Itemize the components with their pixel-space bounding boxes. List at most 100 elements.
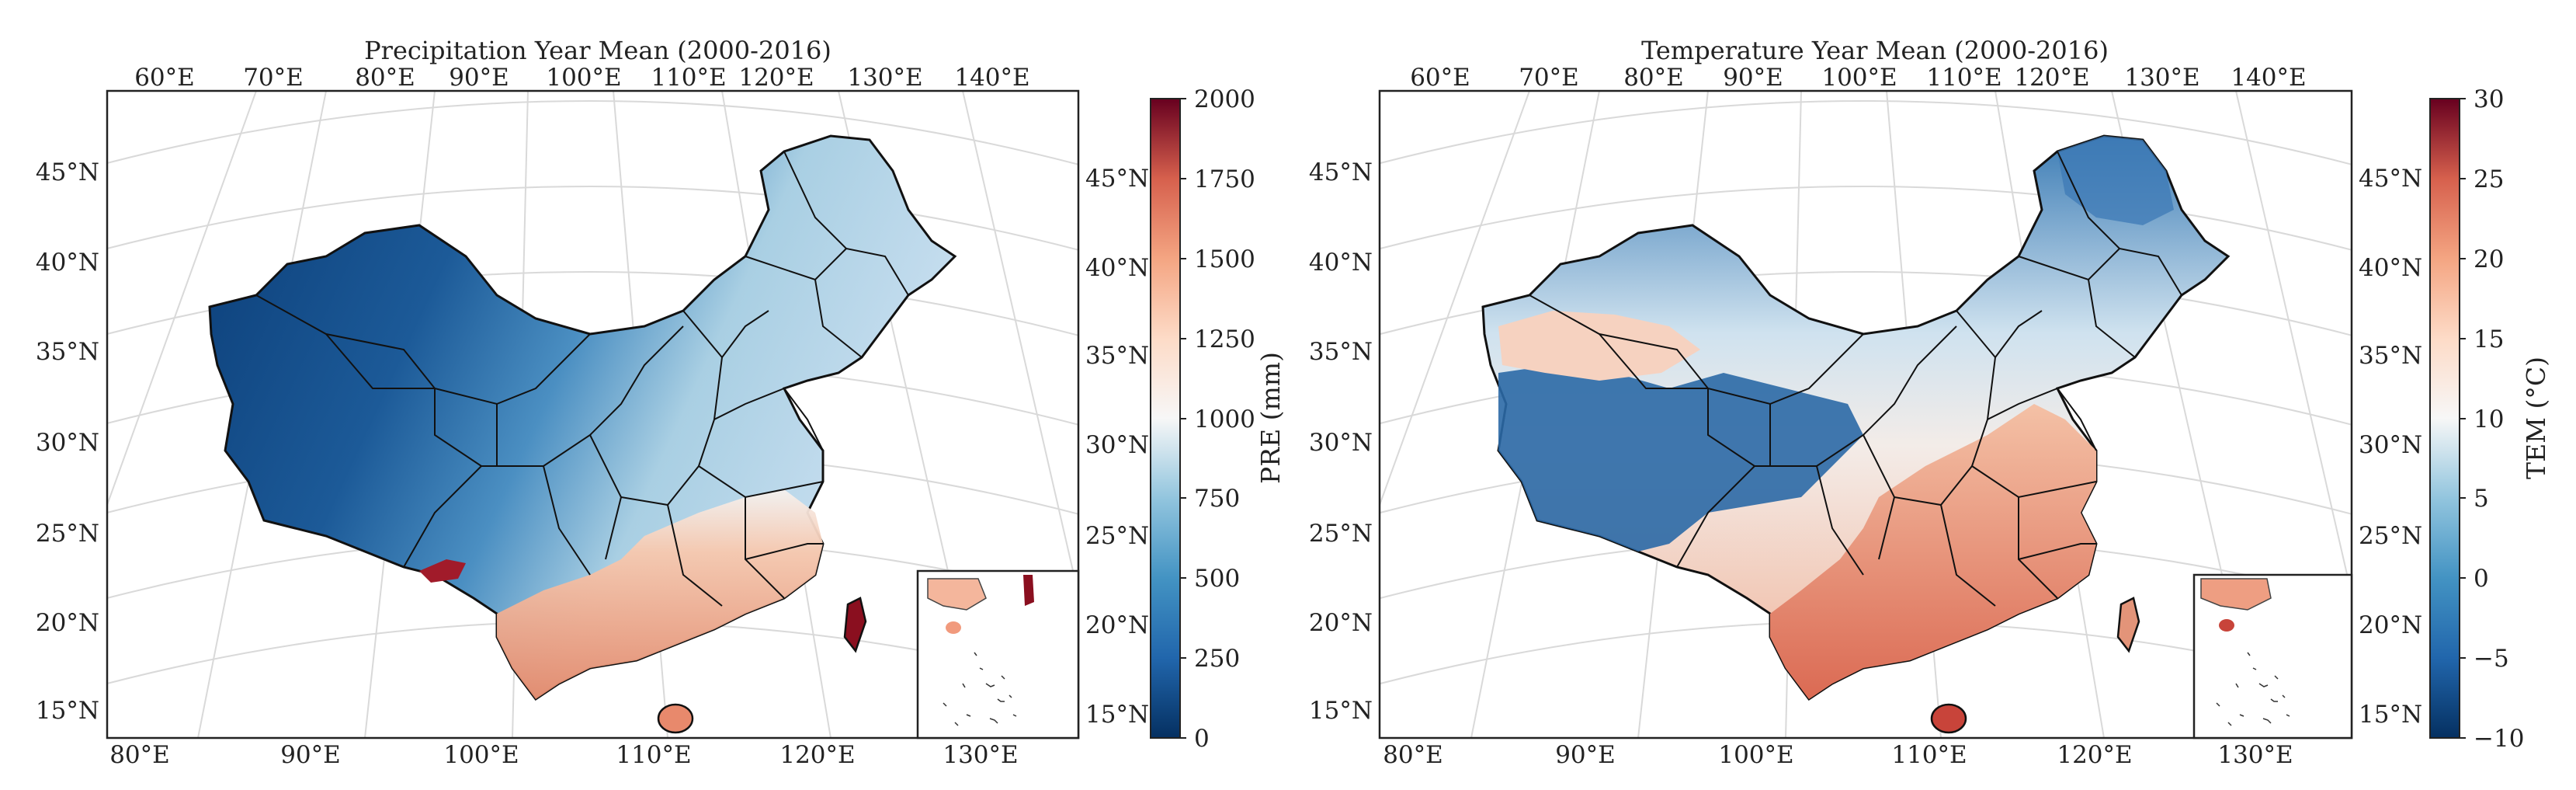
lon-label: 90°E xyxy=(1555,741,1616,769)
colorbar-tick: 0 xyxy=(2474,565,2489,593)
temperature-plot-area xyxy=(1380,91,2352,738)
lat-label: 30°N xyxy=(2359,431,2422,459)
lon-label: 90°E xyxy=(280,741,341,769)
lon-label: 110°E xyxy=(1926,64,2001,92)
south-warm-region xyxy=(1770,404,2096,699)
colorbar-gradient xyxy=(2429,98,2460,739)
temperature-colorbar: 30 25 20 15 10 5 0 −5 −10 TEM (°C) xyxy=(2429,85,2551,753)
lon-label: 100°E xyxy=(443,741,519,769)
lon-label: 70°E xyxy=(1519,64,1579,92)
colorbar-tick: −5 xyxy=(2474,645,2509,673)
lon-label: 140°E xyxy=(954,64,1029,92)
lat-label: 40°N xyxy=(2359,254,2422,282)
lon-label: 80°E xyxy=(1623,64,1684,92)
colorbar-tick: 1750 xyxy=(1194,165,1255,193)
south-china-sea-inset xyxy=(2192,573,2353,740)
colorbar-gradient xyxy=(1150,98,1181,739)
temperature-right-lat-labels: 45°N 40°N 35°N 30°N 25°N 20°N 15°N xyxy=(2359,165,2422,729)
colorbar-tick: 25 xyxy=(2474,165,2504,193)
lat-label: 35°N xyxy=(36,338,99,366)
lat-label: 30°N xyxy=(1309,429,1373,457)
lon-label: 100°E xyxy=(546,64,621,92)
precipitation-top-lon-labels: 60°E 70°E 80°E 90°E 100°E 110°E 120°E 13… xyxy=(134,64,1029,92)
lon-label: 90°E xyxy=(1723,64,1783,92)
lon-label: 120°E xyxy=(2057,741,2132,769)
south-wet-region xyxy=(497,489,823,699)
lat-label: 20°N xyxy=(1309,609,1373,637)
lon-label: 110°E xyxy=(651,64,726,92)
lat-label: 35°N xyxy=(2359,342,2422,370)
hainan-island xyxy=(1930,703,1967,734)
lon-label: 100°E xyxy=(1718,741,1793,769)
temperature-frame xyxy=(1378,89,2353,740)
temperature-top-lon-labels: 60°E 70°E 80°E 90°E 100°E 110°E 120°E 13… xyxy=(1410,64,2306,92)
lat-label: 25°N xyxy=(36,520,99,548)
colorbar-tick: 30 xyxy=(2474,85,2504,113)
colorbar-tick: 250 xyxy=(1194,645,1240,673)
lon-label: 140°E xyxy=(2231,64,2306,92)
northeast-cold-region xyxy=(2057,136,2174,225)
lon-label: 120°E xyxy=(779,741,855,769)
colorbar-tick: 20 xyxy=(2474,245,2504,273)
colorbar-tick: 10 xyxy=(2474,405,2504,433)
lat-label: 35°N xyxy=(1085,342,1149,370)
tibet-cold-region xyxy=(1498,365,1863,552)
lon-label: 90°E xyxy=(449,64,509,92)
colorbar-tick: 1250 xyxy=(1194,325,1255,353)
lat-label: 15°N xyxy=(36,697,99,725)
lat-label: 40°N xyxy=(1085,254,1149,282)
lat-label: 25°N xyxy=(1309,520,1373,548)
lat-label: 35°N xyxy=(1309,338,1373,366)
hainan-island xyxy=(657,703,694,734)
province-borders xyxy=(1529,151,2182,607)
lon-label: 60°E xyxy=(134,64,195,92)
lon-label: 120°E xyxy=(2014,64,2089,92)
lat-label: 45°N xyxy=(2359,165,2422,193)
precipitation-frame xyxy=(106,89,1080,740)
lon-label: 130°E xyxy=(847,64,922,92)
taiwan-island xyxy=(843,597,867,653)
lat-label: 30°N xyxy=(36,429,99,457)
lat-label: 40°N xyxy=(36,249,99,277)
precipitation-colorbar: 2000 1750 1500 1250 1000 750 500 250 0 P… xyxy=(1150,85,1286,753)
colorbar-tick: 0 xyxy=(1194,725,1210,753)
colorbar-tick: 1500 xyxy=(1194,245,1255,273)
precipitation-bottom-lon-labels: 80°E 90°E 100°E 110°E 120°E 130°E xyxy=(109,741,1018,769)
temperature-left-lat-labels: 45°N 40°N 35°N 30°N 25°N 20°N 15°N xyxy=(1309,158,1373,725)
colorbar-tick: 2000 xyxy=(1194,85,1255,113)
lon-label: 130°E xyxy=(2124,64,2199,92)
province-borders xyxy=(255,151,909,607)
lon-label: 130°E xyxy=(2217,741,2293,769)
colorbar-tick: 15 xyxy=(2474,325,2504,353)
colorbar-tick: 5 xyxy=(2474,485,2489,513)
lon-label: 110°E xyxy=(616,741,691,769)
lat-label: 15°N xyxy=(2359,701,2422,729)
lon-label: 110°E xyxy=(1891,741,1967,769)
tarim-basin-warm xyxy=(1498,311,1700,381)
lat-label: 20°N xyxy=(1085,611,1149,639)
precipitation-plot-area xyxy=(107,91,1078,738)
lon-label: 80°E xyxy=(109,741,170,769)
taiwan-island xyxy=(2116,597,2140,653)
lat-label: 45°N xyxy=(36,158,99,186)
lat-label: 15°N xyxy=(1085,701,1149,729)
precipitation-map: Precipitation Year Mean (2000-2016) xyxy=(36,36,1286,769)
lat-label: 40°N xyxy=(1309,249,1373,277)
lon-label: 80°E xyxy=(1383,741,1443,769)
himalaya-wet-strip xyxy=(419,559,466,583)
lat-label: 25°N xyxy=(2359,522,2422,550)
temperature-title: Temperature Year Mean (2000-2016) xyxy=(1641,36,2109,65)
lat-label: 30°N xyxy=(1085,431,1149,459)
colorbar-label: PRE (mm) xyxy=(1255,352,1286,484)
lat-label: 20°N xyxy=(2359,611,2422,639)
precipitation-title: Precipitation Year Mean (2000-2016) xyxy=(364,36,831,65)
lon-label: 120°E xyxy=(738,64,814,92)
precipitation-right-lat-labels: 45°N 40°N 35°N 30°N 25°N 20°N 15°N xyxy=(1085,165,1149,729)
lon-label: 60°E xyxy=(1410,64,1470,92)
precipitation-left-lat-labels: 45°N 40°N 35°N 30°N 25°N 20°N 15°N xyxy=(36,158,99,725)
colorbar-tick-marks xyxy=(1180,98,1186,739)
temperature-map: Temperature Year Mean (2000-2016) xyxy=(1309,36,2551,769)
colorbar-tick: 1000 xyxy=(1194,405,1255,433)
